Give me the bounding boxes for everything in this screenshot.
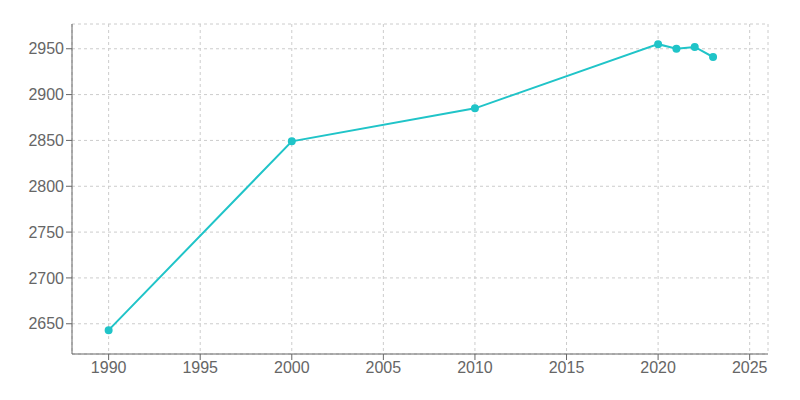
svg-text:2900: 2900 — [28, 86, 64, 103]
svg-text:2015: 2015 — [549, 359, 585, 376]
svg-text:2950: 2950 — [28, 40, 64, 57]
svg-text:2750: 2750 — [28, 224, 64, 241]
svg-text:2800: 2800 — [28, 178, 64, 195]
svg-text:2025: 2025 — [732, 359, 768, 376]
svg-text:2020: 2020 — [640, 359, 676, 376]
svg-text:2700: 2700 — [28, 270, 64, 287]
svg-text:2850: 2850 — [28, 132, 64, 149]
svg-text:2650: 2650 — [28, 315, 64, 332]
svg-text:1995: 1995 — [182, 359, 218, 376]
svg-text:2010: 2010 — [457, 359, 493, 376]
svg-text:2005: 2005 — [366, 359, 402, 376]
svg-text:2000: 2000 — [274, 359, 310, 376]
svg-text:1990: 1990 — [91, 359, 127, 376]
